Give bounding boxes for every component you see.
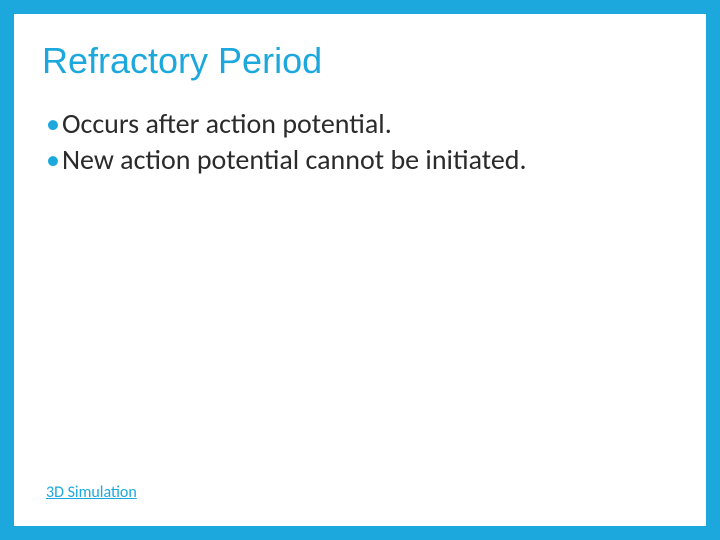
slide-frame: Refractory Period •Occurs after action p…	[0, 0, 720, 540]
bullet-marker-icon: •	[46, 106, 60, 141]
bullet-text: Occurs after action potential.	[62, 106, 392, 141]
bullet-item: •New action potential cannot be initiate…	[42, 142, 678, 178]
slide-title: Refractory Period	[42, 40, 678, 82]
simulation-link[interactable]: 3D Simulation	[46, 483, 137, 502]
bullet-list: •Occurs after action potential. •New act…	[42, 106, 678, 179]
bullet-text: New action potential cannot be initiated…	[62, 142, 527, 177]
bullet-marker-icon: •	[46, 142, 60, 177]
bullet-item: •Occurs after action potential.	[42, 106, 678, 142]
